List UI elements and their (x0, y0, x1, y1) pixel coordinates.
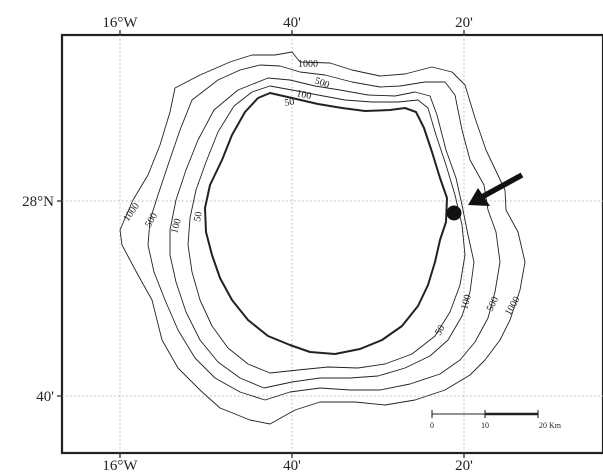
depth-contours (119, 51, 526, 425)
contour-100m (169, 77, 475, 389)
contour-500m (147, 64, 501, 401)
contour-label-50-right: 50 (433, 323, 448, 337)
lon-label-top-16w: 16°W (102, 15, 138, 31)
contour-50m (187, 85, 466, 374)
contour-1000m (119, 51, 526, 425)
contour-label-100-top: 100 (295, 88, 312, 102)
map-frame (60, 33, 603, 455)
lon-label-top-40: 40' (283, 15, 301, 31)
site-marker-dot (446, 205, 462, 221)
lon-label-top-20: 20' (455, 15, 473, 31)
lon-label-bottom-40: 40' (283, 458, 301, 473)
site-arrow (468, 172, 524, 206)
contour-label-50-left: 50 (192, 211, 205, 223)
lon-label-bottom-20: 20' (455, 458, 473, 473)
scale-tick-10: 10 (481, 421, 489, 430)
lat-label-40: 40' (36, 389, 54, 405)
scale-tick-20km: 20 Km (539, 421, 562, 430)
contour-label-500-top: 500 (313, 75, 331, 90)
lat-label-28n: 28°N (22, 194, 54, 210)
frame-ticks (57, 30, 465, 458)
coastline (204, 92, 448, 355)
scale-tick-0: 0 (430, 421, 434, 430)
contour-label-100-left: 100 (169, 217, 184, 234)
lon-label-bottom-16w: 16°W (102, 458, 138, 473)
contour-label-50-top: 50 (284, 96, 296, 109)
scale-bar: 0 10 20 Km (430, 410, 562, 430)
contour-label-1000-top: 1000 (298, 59, 318, 70)
contour-label-100-right: 100 (459, 293, 474, 310)
